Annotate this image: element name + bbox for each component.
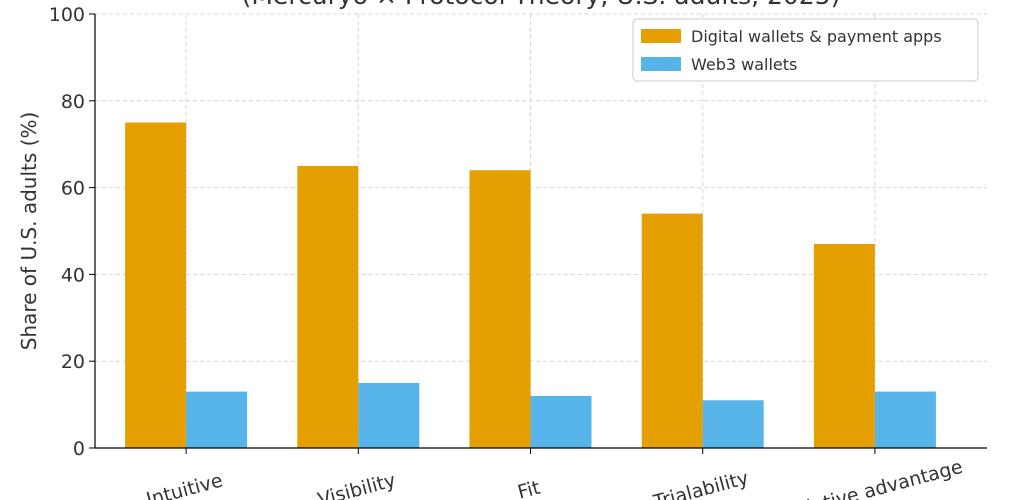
x-tick-label: Relative advantage bbox=[782, 456, 966, 500]
bar-web3-wallets-intuitive bbox=[186, 391, 248, 448]
legend-frame bbox=[632, 18, 979, 82]
legend-label-web3-wallets: Web3 wallets bbox=[691, 55, 797, 74]
legend-swatch-web3-wallets bbox=[641, 57, 681, 71]
bar-web3-wallets-relative-advantage bbox=[874, 391, 936, 448]
bar-web3-wallets-fit bbox=[530, 395, 592, 448]
bar-digital-wallets-payment-apps-relative-advantage bbox=[813, 244, 875, 448]
y-tick-label: 20 bbox=[61, 351, 85, 373]
bar-digital-wallets-payment-apps-fit bbox=[469, 170, 531, 449]
legend: Digital wallets & payment apps Web3 wall… bbox=[632, 18, 979, 82]
legend-swatch-digital-wallets bbox=[641, 29, 681, 43]
y-axis-label: Share of U.S. adults (%) bbox=[17, 112, 41, 351]
x-tick-label: Trialability bbox=[650, 467, 750, 500]
x-tick-label: Intuitive bbox=[144, 469, 225, 500]
chart-title: (Mercuryo × Protocol Theory, U.S. adults… bbox=[242, 0, 841, 10]
y-tick-label: 100 bbox=[49, 4, 85, 26]
y-ticks: 0 20 40 60 80 100 bbox=[49, 4, 95, 460]
legend-label-digital-wallets: Digital wallets & payment apps bbox=[691, 27, 942, 46]
y-tick-label: 60 bbox=[61, 178, 85, 200]
x-ticks: Intuitive Visibility Fit Trialability Relati… bbox=[144, 448, 965, 500]
y-tick-label: 0 bbox=[73, 438, 85, 460]
bar-digital-wallets-payment-apps-visibility bbox=[297, 165, 359, 448]
y-tick-label: 40 bbox=[61, 264, 85, 286]
y-tick-label: 80 bbox=[61, 91, 85, 113]
axes bbox=[94, 14, 987, 449]
bar-digital-wallets-payment-apps-intuitive bbox=[125, 122, 187, 448]
bar-web3-wallets-trialability bbox=[702, 400, 764, 448]
bar-digital-wallets-payment-apps-trialability bbox=[641, 213, 703, 448]
bars bbox=[125, 122, 936, 449]
x-tick-label: Fit bbox=[515, 477, 542, 500]
bar-web3-wallets-visibility bbox=[358, 382, 420, 448]
x-tick-label: Visibility bbox=[315, 469, 398, 500]
